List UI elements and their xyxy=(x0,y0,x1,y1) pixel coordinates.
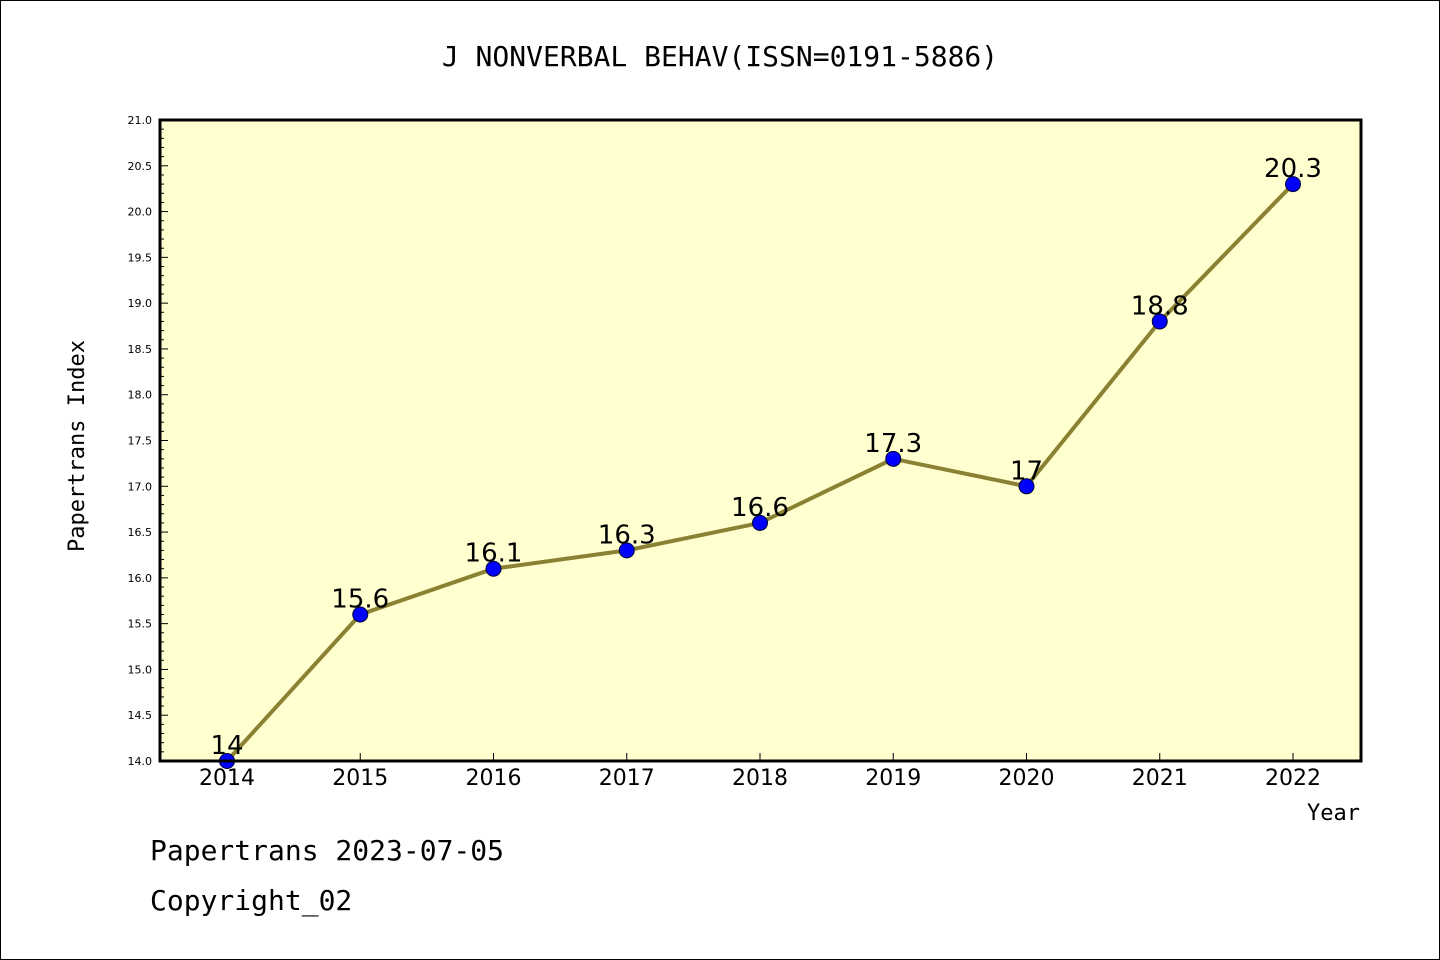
data-label: 17 xyxy=(1010,456,1043,486)
y-axis: 14.0 14.5 15.0 15.5 16.0 16.5 17.0 17.5 18.0 18.5… xyxy=(128,114,168,768)
y-tick-label: 17.5 xyxy=(128,435,153,448)
x-tick-label: 2014 xyxy=(199,766,255,791)
y-tick-label: 18.0 xyxy=(128,389,153,402)
x-tick-label: 2015 xyxy=(332,766,388,791)
x-tick-label: 2018 xyxy=(732,766,788,791)
x-tick-label: 2020 xyxy=(999,766,1055,791)
y-tick-label: 19.0 xyxy=(128,297,153,310)
data-label: 16.6 xyxy=(731,493,789,523)
data-labels: 14 15.6 16.1 16.3 16.6 17.3 17 18.8 20.3 xyxy=(210,154,1321,761)
data-label: 18.8 xyxy=(1131,291,1189,321)
y-tick-label: 14.0 xyxy=(128,755,153,768)
y-tick-label: 16.0 xyxy=(128,572,153,585)
y-tick-label: 19.5 xyxy=(128,251,153,264)
data-point xyxy=(1285,176,1301,193)
footer-date: Papertrans 2023-07-05 xyxy=(150,834,505,867)
data-label: 15.6 xyxy=(331,584,389,614)
data-label: 16.3 xyxy=(598,520,656,550)
y-tick-label: 15.0 xyxy=(128,663,153,676)
data-point xyxy=(485,560,502,577)
x-tick-label: 2021 xyxy=(1132,766,1188,791)
y-axis-title: Papertrans Index xyxy=(65,340,90,552)
y-tick-label: 20.5 xyxy=(128,160,153,173)
footer-copyright: Copyright_02 xyxy=(150,884,353,917)
x-tick-label: 2019 xyxy=(865,766,921,791)
plot-area xyxy=(160,120,1361,761)
y-tick-label: 18.5 xyxy=(128,343,153,356)
x-axis: 2014 2015 2016 2017 2018 2019 2020 2021 2022 xyxy=(199,753,1321,791)
y-tick-label: 15.5 xyxy=(128,618,153,631)
y-tick-label: 17.0 xyxy=(128,480,153,493)
data-label: 20.3 xyxy=(1264,154,1322,184)
x-tick-label: 2022 xyxy=(1265,766,1321,791)
data-label: 17.3 xyxy=(864,429,922,459)
data-point xyxy=(1018,478,1035,495)
data-point xyxy=(752,514,768,531)
y-tick-label: 20.0 xyxy=(128,206,153,219)
data-point xyxy=(618,542,635,559)
data-point xyxy=(352,606,369,623)
data-point xyxy=(1151,313,1168,330)
y-tick-label: 21.0 xyxy=(128,114,153,127)
data-label: 14 xyxy=(210,731,243,761)
y-tick-label: 16.5 xyxy=(128,526,153,539)
x-tick-label: 2016 xyxy=(466,766,522,791)
x-tick-label: 2017 xyxy=(599,766,655,791)
y-tick-label: 14.5 xyxy=(128,709,153,722)
chart-title: J NONVERBAL BEHAV(ISSN=0191-5886) xyxy=(442,40,998,73)
data-point xyxy=(885,450,902,467)
x-axis-title: Year xyxy=(1307,801,1360,826)
data-label: 16.1 xyxy=(465,539,523,569)
plot-border xyxy=(158,118,1363,763)
series-line xyxy=(219,176,1301,769)
